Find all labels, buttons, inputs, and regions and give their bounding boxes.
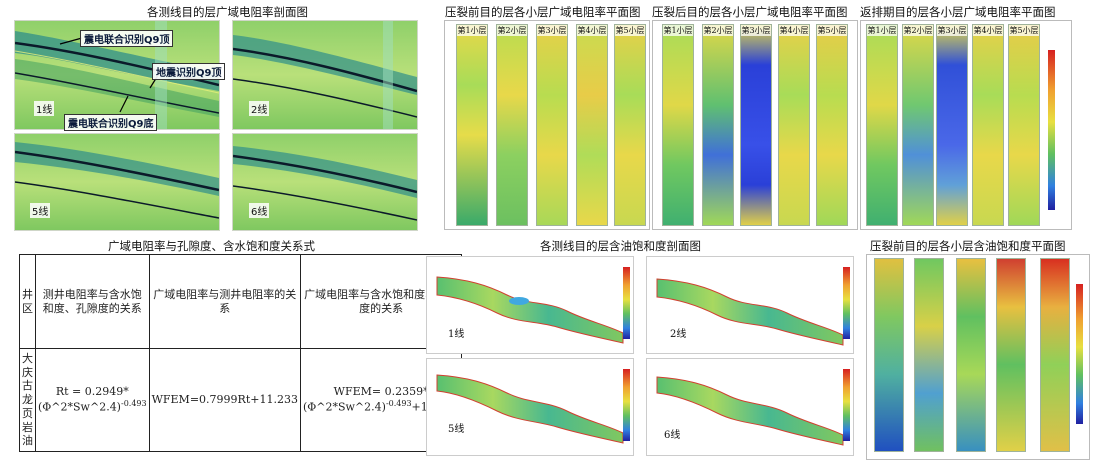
sat-label-2: 2线 bbox=[670, 329, 687, 340]
flowback-plan-title: 返排期目的层各小层广域电阻率平面图 bbox=[860, 5, 1056, 19]
post-frac-plan-title: 压裂后目的层各小层广域电阻率平面图 bbox=[652, 5, 848, 19]
sublayer-label: 第3小层 bbox=[741, 25, 771, 36]
profile-label-1: 1线 bbox=[34, 101, 55, 116]
sat-strip-1 bbox=[874, 258, 904, 452]
eq3-text: WFEM= 0.2359*(Φ^2*Sw^2.4) bbox=[302, 385, 429, 414]
cell-eq1: Rt = 0.2949*(Φ^2*Sw^2.4)-0.493 bbox=[35, 348, 150, 452]
callout-q9-bottom: 震电联合识别Q9底 bbox=[64, 114, 158, 131]
sublayer-label: 第2小层 bbox=[497, 25, 527, 36]
profile-label-6: 6线 bbox=[249, 203, 270, 218]
sublayer-label: 第4小层 bbox=[779, 25, 809, 36]
sat-strip-4 bbox=[996, 258, 1026, 452]
flow-strip-2: 第2小层 bbox=[902, 24, 934, 226]
saturation-profile-title: 各测线目的层含油饱和度剖面图 bbox=[540, 239, 701, 253]
flow-strip-1: 第1小层 bbox=[866, 24, 898, 226]
sublayer-label: 第5小层 bbox=[615, 25, 645, 36]
post-strip-1: 第1小层 bbox=[662, 24, 694, 226]
sat-panel-6 bbox=[646, 358, 854, 456]
sat-strip-3 bbox=[956, 258, 986, 452]
saturation-plan-title: 压裂前目的层各小层含油饱和度平面图 bbox=[870, 239, 1066, 253]
flow-strip-5: 第5小层 bbox=[1008, 24, 1040, 226]
sat-panel-2 bbox=[646, 256, 854, 354]
sublayer-label: 第2小层 bbox=[703, 25, 733, 36]
resistivity-colorbar bbox=[1048, 50, 1055, 210]
sat-strip-2 bbox=[914, 258, 944, 452]
post-strip-2: 第2小层 bbox=[702, 24, 734, 226]
flow-strip-3: 第3小层 bbox=[936, 24, 968, 226]
profile-label-5: 5线 bbox=[30, 203, 51, 218]
sat-colorbar-2 bbox=[843, 267, 850, 339]
sublayer-label: 第5小层 bbox=[1009, 25, 1039, 36]
pre-strip-5: 第5小层 bbox=[614, 24, 646, 226]
post-strip-5: 第5小层 bbox=[816, 24, 848, 226]
sublayer-label: 第3小层 bbox=[937, 25, 967, 36]
cell-eq2: WFEM=0.7999Rt+11.233 bbox=[148, 348, 301, 452]
pre-strip-3: 第3小层 bbox=[536, 24, 568, 226]
profile-panel-6 bbox=[232, 133, 418, 231]
profile-panel-5 bbox=[14, 133, 220, 231]
sat-panel-5 bbox=[426, 358, 634, 456]
sublayer-label: 第1小层 bbox=[663, 25, 693, 36]
sat-colorbar-1 bbox=[623, 267, 630, 339]
relation-table-title: 广域电阻率与孔隙度、含水饱和度关系式 bbox=[108, 239, 315, 253]
resistivity-profile-title: 各测线目的层广域电阻率剖面图 bbox=[147, 5, 308, 19]
sat-label-5: 5线 bbox=[448, 424, 465, 435]
relation-table: 井区 测井电阻率与含水饱和度、孔隙度的关系 广域电阻率与测井电阻率的关系 广域电… bbox=[19, 254, 463, 452]
sat-label-6: 6线 bbox=[664, 430, 681, 441]
header-log-relation: 测井电阻率与含水饱和度、孔隙度的关系 bbox=[35, 254, 150, 349]
sublayer-label: 第5小层 bbox=[817, 25, 847, 36]
sat-label-1: 1线 bbox=[448, 329, 465, 340]
sublayer-label: 第4小层 bbox=[973, 25, 1003, 36]
sublayer-label: 第3小层 bbox=[537, 25, 567, 36]
sat-colorbar-6 bbox=[843, 369, 850, 441]
cell-area: 大庆古龙页岩油 bbox=[19, 348, 36, 452]
sublayer-label: 第1小层 bbox=[457, 25, 487, 36]
flow-strip-4: 第4小层 bbox=[972, 24, 1004, 226]
profile-label-2: 2线 bbox=[249, 101, 270, 116]
sublayer-label: 第4小层 bbox=[577, 25, 607, 36]
eq1-text: Rt = 0.2949*(Φ^2*Sw^2.4) bbox=[38, 385, 129, 414]
sublayer-label: 第1小层 bbox=[867, 25, 897, 36]
header-wfem-rt-relation: 广域电阻率与测井电阻率的关系 bbox=[148, 254, 301, 349]
pre-strip-1: 第1小层 bbox=[456, 24, 488, 226]
callout-seismic-q9-top: 地震识别Q9顶 bbox=[152, 63, 226, 80]
sat-panel-1 bbox=[426, 256, 634, 354]
post-strip-4: 第4小层 bbox=[778, 24, 810, 226]
header-area: 井区 bbox=[19, 254, 36, 349]
eq3-exponent: -0.493 bbox=[385, 399, 412, 409]
post-strip-3: 第3小层 bbox=[740, 24, 772, 226]
sat-colorbar-5 bbox=[623, 369, 630, 441]
pre-frac-plan-title: 压裂前目的层各小层广域电阻率平面图 bbox=[445, 5, 641, 19]
sat-strip-5 bbox=[1040, 258, 1070, 452]
pre-strip-4: 第4小层 bbox=[576, 24, 608, 226]
pre-strip-2: 第2小层 bbox=[496, 24, 528, 226]
saturation-colorbar bbox=[1076, 284, 1083, 424]
callout-q9-top: 震电联合识别Q9顶 bbox=[80, 30, 174, 47]
sublayer-label: 第2小层 bbox=[903, 25, 933, 36]
eq1-exponent: -0.493 bbox=[120, 399, 147, 409]
